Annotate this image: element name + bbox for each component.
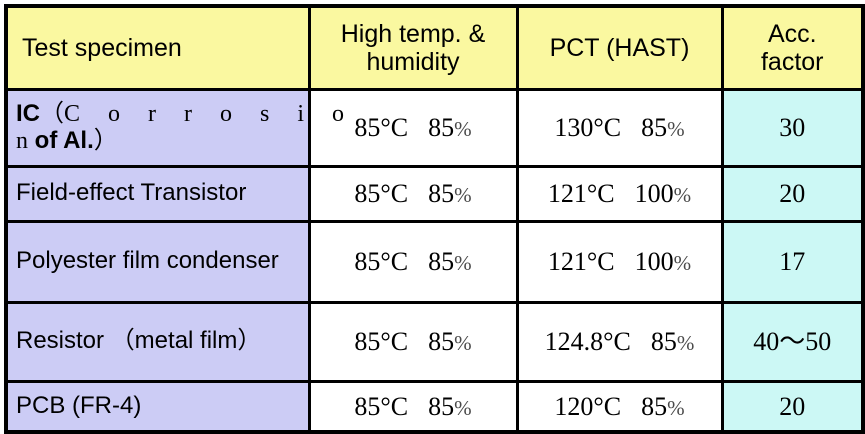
specimen-label: Field-effect Transistor [16,179,247,207]
high-temp-value: 85°C [354,391,409,421]
specimen-name-polyester-film-condenser: Polyester film condenser [4,219,311,304]
acc-factor-text: 17 [779,246,806,276]
pct-temp-value: 130°C [554,112,622,142]
specimen-ic-cont: n [16,127,28,154]
table-row: Resistor （metal film） 85°C 85% 124.8°C 85%… [4,300,865,383]
column-header-high-temp-line2: humidity [366,47,460,76]
pct-temp-value: 124.8°C [544,326,631,356]
pct-humidity-value: 100 [634,178,674,208]
pct-humidity-value: 85 [641,112,668,142]
acc-factor-value: 40〜50 [720,300,865,383]
high-humidity-value: 85 [428,246,455,276]
specimen-comparison-table: Test specimen High temp. & humidity PCT … [4,4,865,434]
specimen-comparison-table-wrapper: Test specimen High temp. & humidity PCT … [4,4,865,434]
column-header-specimen: Test specimen [4,4,311,91]
percent-sign: % [673,250,692,275]
column-header-acc-factor: Acc. factor [720,4,865,91]
column-header-pct-hast: PCT (HAST) [515,4,724,91]
specimen-ic-spaced-text: C o r r o s i o [64,100,355,127]
high-humidity-value: 85 [428,178,455,208]
high-temp-humidity-value: 85°C 85% [307,164,519,223]
high-temp-humidity-value: 85°C 85% [307,87,519,168]
table-row: IC（C o r r o s i o n of Al.） 85°C 85% 130… [4,87,865,168]
acc-factor-value: 20 [720,379,865,434]
table-row: Field-effect Transistor 85°C 85% 121°C 100… [4,164,865,223]
table-row: PCB (FR-4) 85°C 85% 120°C 85% 20 [4,379,865,434]
pct-temp-value: 121°C [547,246,615,276]
percent-sign: % [454,116,472,141]
specimen-ic-paren-open: （ [40,100,64,127]
high-temp-humidity-value: 85°C 85% [307,379,519,434]
column-header-acc-factor-line2: factor [760,47,824,76]
pct-temp-value: 121°C [547,178,615,208]
specimen-label: Polyester film condenser [16,247,279,275]
column-header-pct-hast-label: PCT (HAST) [549,33,690,62]
pct-hast-value: 120°C 85% [515,379,724,434]
percent-sign: % [454,182,472,207]
acc-factor-text: 30 [779,112,806,142]
acc-factor-text: 20 [779,391,806,421]
pct-hast-value: 130°C 85% [515,87,724,168]
table-header-row: Test specimen High temp. & humidity PCT … [4,4,865,91]
specimen-ic-suffix: of Al. [34,126,94,154]
pct-temp-value: 120°C [554,391,622,421]
specimen-name-fet: Field-effect Transistor [4,164,311,223]
high-temp-humidity-value: 85°C 85% [307,219,519,304]
table-row: Polyester film condenser 85°C 85% 121°C 10… [4,219,865,304]
percent-sign: % [454,330,472,355]
column-header-high-temp-humidity: High temp. & humidity [307,4,519,91]
specimen-ic-prefix: IC [16,99,40,127]
column-header-high-temp-line1: High temp. & [340,19,486,48]
column-header-specimen-label: Test specimen [22,33,182,62]
pct-humidity-value: 85 [650,326,677,356]
specimen-ic-paren-close: ） [93,127,118,154]
high-humidity-value: 85 [428,391,455,421]
percent-sign: % [454,395,472,420]
percent-sign: % [454,250,472,275]
high-humidity-value: 85 [428,112,455,142]
acc-factor-value: 17 [720,219,865,304]
acc-factor-value: 30 [720,87,865,168]
high-humidity-value: 85 [428,326,455,356]
acc-factor-value: 20 [720,164,865,223]
acc-factor-text: 20 [779,178,806,208]
specimen-ic-line1: IC（C o r r o s i o [16,99,344,128]
percent-sign: % [676,330,695,355]
high-temp-value: 85°C [354,246,409,276]
high-temp-humidity-value: 85°C 85% [307,300,519,383]
percent-sign: % [667,116,685,141]
specimen-label: Resistor （metal film） [16,327,262,355]
high-temp-value: 85°C [354,326,409,356]
percent-sign: % [667,395,685,420]
pct-hast-value: 124.8°C 85% [515,300,724,383]
pct-hast-value: 121°C 100% [515,164,724,223]
pct-hast-value: 121°C 100% [515,219,724,304]
percent-sign: % [673,182,692,207]
high-temp-value: 85°C [354,178,409,208]
pct-humidity-value: 100 [634,246,674,276]
acc-factor-text: 40〜50 [753,326,832,356]
specimen-name-ic: IC（C o r r o s i o n of Al.） [4,87,344,168]
specimen-label: PCB (FR-4) [16,391,142,419]
specimen-name-pcb-fr4: PCB (FR-4) [4,379,311,434]
high-temp-value: 85°C [354,112,409,142]
specimen-name-resistor-metal-film: Resistor （metal film） [4,300,311,383]
specimen-ic-line2: n of Al.） [16,126,300,155]
pct-humidity-value: 85 [641,391,668,421]
column-header-acc-factor-line1: Acc. [767,19,817,48]
